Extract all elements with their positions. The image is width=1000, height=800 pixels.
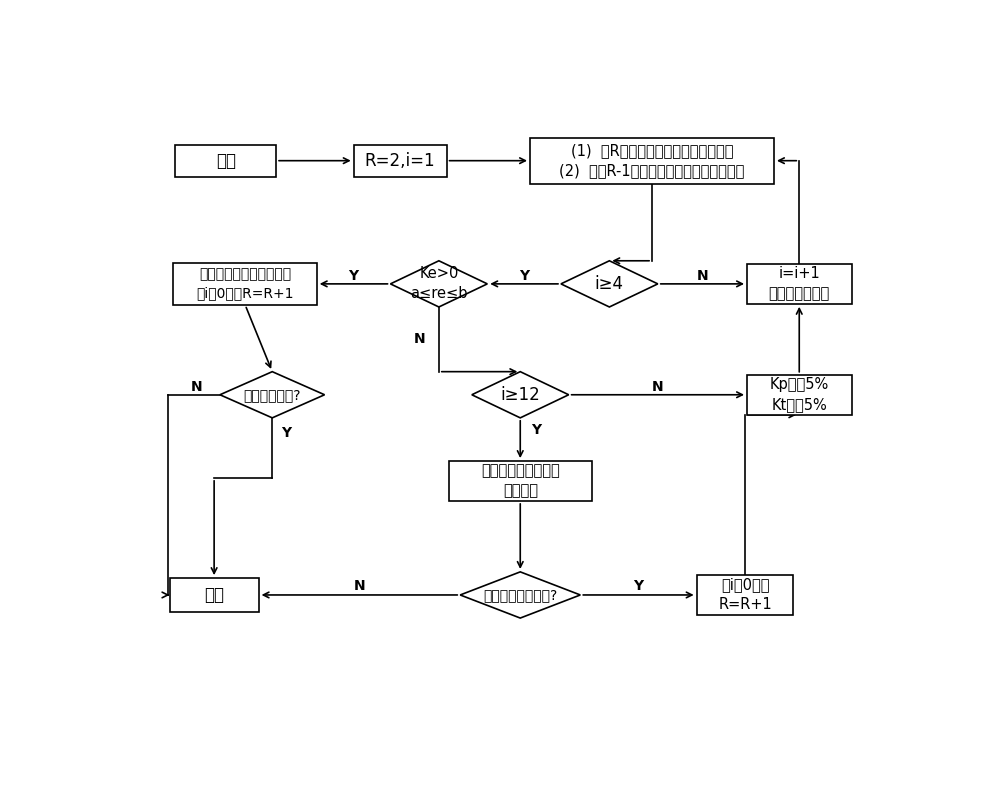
Text: i≥4: i≥4: [595, 275, 624, 293]
Text: Ke>0
a≤re≤b: Ke>0 a≤re≤b: [410, 266, 468, 302]
FancyBboxPatch shape: [697, 575, 793, 615]
FancyBboxPatch shape: [173, 263, 317, 305]
Text: N: N: [414, 332, 425, 346]
Text: R=2,i=1: R=2,i=1: [365, 152, 435, 170]
Polygon shape: [390, 261, 487, 307]
Text: N: N: [354, 578, 365, 593]
Text: i≥12: i≥12: [500, 386, 540, 404]
Text: Y: Y: [519, 269, 529, 283]
FancyBboxPatch shape: [170, 578, 259, 612]
Polygon shape: [460, 572, 580, 618]
Text: 达到诱导预期?: 达到诱导预期?: [244, 388, 301, 402]
FancyBboxPatch shape: [449, 461, 592, 501]
FancyBboxPatch shape: [747, 264, 852, 304]
Text: N: N: [191, 380, 202, 394]
Text: (1)  第R滴灌层每天执行诱导灌溉策略
(2)  所有R-1滴灌层每天执行肋迫灌溉策略: (1) 第R滴灌层每天执行诱导灌溉策略 (2) 所有R-1滴灌层每天执行肋迫灌溉…: [559, 143, 745, 178]
Text: 置i为0，置
R=R+1: 置i为0，置 R=R+1: [718, 578, 772, 612]
FancyBboxPatch shape: [175, 145, 276, 177]
Text: 地上部分生长良好?: 地上部分生长良好?: [483, 588, 557, 602]
Text: Y: Y: [349, 269, 359, 283]
Text: N: N: [697, 269, 708, 283]
Polygon shape: [561, 261, 658, 307]
Text: 开始: 开始: [216, 152, 236, 170]
Text: Y: Y: [633, 578, 644, 593]
Text: Kp减小5%
Kt增大5%: Kp减小5% Kt增大5%: [770, 378, 829, 412]
Text: 判定为该滴灌层诱导
未达期望: 判定为该滴灌层诱导 未达期望: [481, 464, 560, 498]
Text: Y: Y: [281, 426, 291, 440]
Text: i=i+1
等待下一天灌溉: i=i+1 等待下一天灌溉: [769, 266, 830, 302]
Text: Y: Y: [531, 423, 541, 437]
FancyBboxPatch shape: [354, 145, 447, 177]
Text: 判定为该滴灌层诱导成功
置i为0，置R=R+1: 判定为该滴灌层诱导成功 置i为0，置R=R+1: [196, 268, 294, 300]
Polygon shape: [472, 372, 569, 418]
FancyBboxPatch shape: [530, 138, 774, 184]
Text: N: N: [652, 380, 664, 394]
FancyBboxPatch shape: [747, 374, 852, 414]
Polygon shape: [220, 372, 325, 418]
Text: 结束: 结束: [204, 586, 224, 604]
